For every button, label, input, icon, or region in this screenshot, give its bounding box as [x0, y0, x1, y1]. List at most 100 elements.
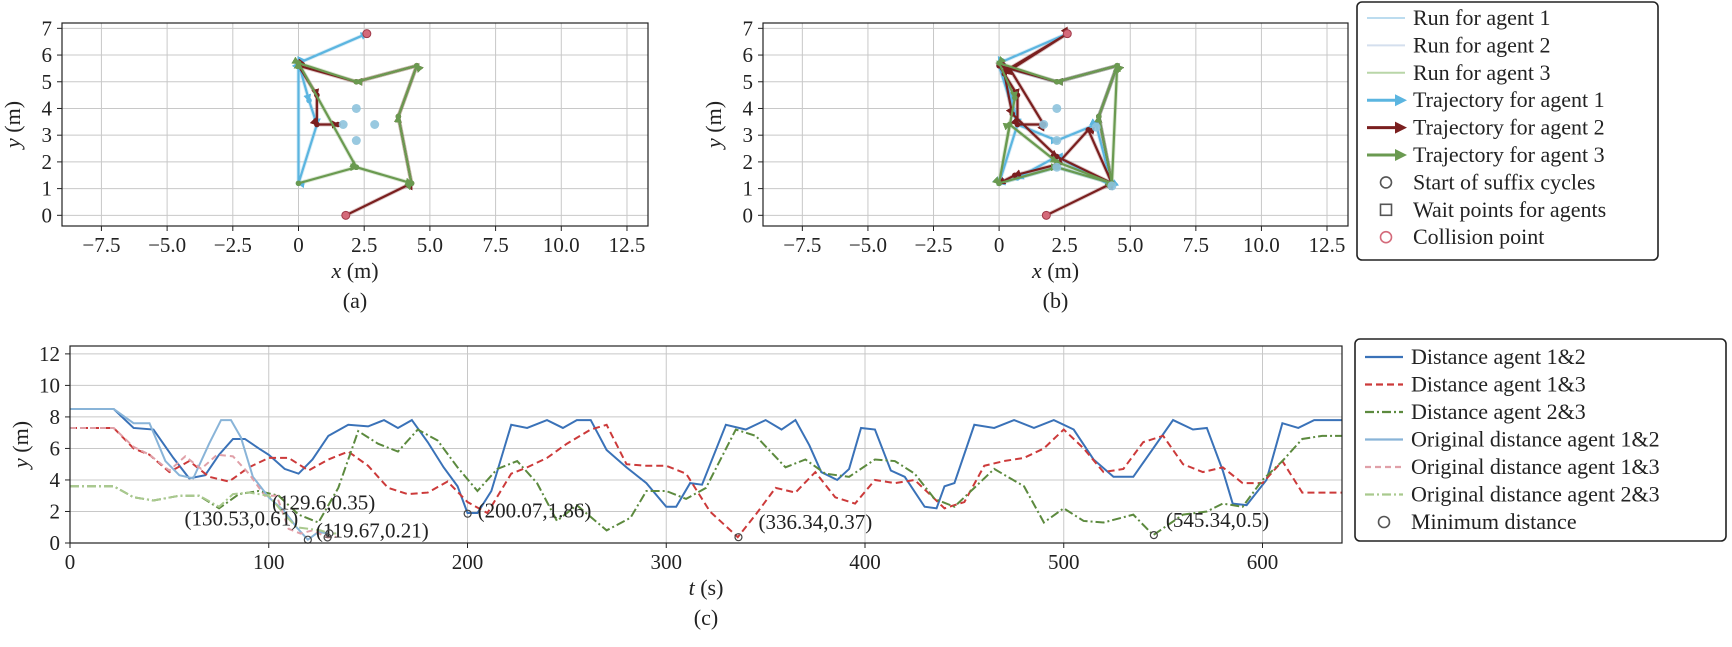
trajectory-point	[396, 114, 402, 120]
legend-label: Run for agent 1	[1413, 5, 1550, 30]
legend-label: Run for agent 2	[1413, 32, 1550, 57]
y-axis-unit: (m)	[8, 421, 33, 458]
x-axis-unit: (s)	[695, 575, 724, 600]
panel-label: (c)	[694, 605, 718, 630]
y-tick-label: 3	[42, 123, 53, 147]
y-axis-title: y (m)	[8, 421, 33, 470]
legend-label: Original distance agent 1&2	[1411, 427, 1660, 452]
y-tick-label: 2	[42, 150, 53, 174]
wait-point	[1107, 181, 1116, 190]
x-tick-label: −2.5	[914, 233, 952, 257]
plot-frame	[62, 23, 648, 226]
legend-label: Distance agent 1&3	[1411, 372, 1586, 397]
trajectory-point	[996, 180, 1002, 186]
collision-point	[363, 30, 371, 38]
x-axis-unit: (m)	[341, 258, 378, 283]
trajectory-point	[354, 164, 360, 170]
y-tick-label: 7	[42, 16, 53, 40]
x-tick-label: 600	[1247, 550, 1279, 574]
x-axis-title: x (m)	[330, 258, 378, 283]
y-tick-label: 2	[743, 150, 754, 174]
x-tick-label: 100	[253, 550, 285, 574]
trajectory-point	[1054, 79, 1060, 85]
y-axis-title: y (m)	[0, 101, 25, 150]
x-axis-variable: x	[330, 258, 341, 283]
x-tick-label: 2.5	[1052, 233, 1078, 257]
y-tick-label: 6	[743, 43, 754, 67]
x-tick-label: 500	[1048, 550, 1080, 574]
legend-label: Original distance agent 2&3	[1411, 482, 1660, 507]
panel-label: (b)	[1043, 288, 1069, 313]
legend-bottom: Distance agent 1&2 Distance agent 1&3Dist…	[1355, 339, 1726, 541]
y-tick-label: 3	[743, 123, 754, 147]
x-tick-label: 0	[994, 233, 1005, 257]
wait-point	[370, 120, 379, 129]
panel-c-plot: 0 100 200 300 400 500 600024681012(119.67,0.21…	[8, 342, 1342, 630]
x-tick-label: 5.0	[1117, 233, 1143, 257]
collision-point	[1042, 211, 1050, 219]
x-tick-label: 200	[452, 550, 484, 574]
collision-point	[1063, 30, 1071, 38]
y-tick-label: 1	[743, 177, 754, 201]
y-tick-label: 7	[743, 16, 754, 40]
figure: −7.5 −5.0 −2.5 0 2.5 5.0 7.5 10.0 12.501234567x …	[0, 0, 1732, 647]
y-tick-label: 0	[743, 203, 754, 227]
wait-point	[339, 120, 348, 129]
x-tick-label: 12.5	[609, 233, 646, 257]
trajectory-point	[996, 60, 1002, 66]
x-tick-label: −7.5	[82, 233, 120, 257]
trajectory-point	[1007, 122, 1013, 128]
legend-label: Collision point	[1413, 224, 1544, 249]
y-tick-label: 4	[743, 96, 754, 120]
panel-label: (a)	[343, 288, 367, 313]
x-axis-title: t (s)	[689, 575, 724, 600]
trajectory-point	[1012, 95, 1018, 101]
x-tick-label: 12.5	[1309, 233, 1346, 257]
x-tick-label: 7.5	[1183, 233, 1209, 257]
trajectory-point	[296, 180, 302, 186]
trajectory-point	[1096, 114, 1102, 120]
trajectory-point	[314, 122, 320, 128]
y-tick-label: 4	[50, 468, 61, 492]
x-tick-label: 7.5	[482, 233, 508, 257]
x-tick-label: 2.5	[351, 233, 377, 257]
wait-point	[352, 104, 361, 113]
minimum-distance-label: (119.67,0.21)	[316, 519, 429, 543]
wait-point	[1052, 136, 1061, 145]
collision-point	[342, 211, 350, 219]
x-axis-title: x (m)	[1031, 258, 1079, 283]
trajectory-point	[1054, 154, 1060, 160]
trajectory-point	[306, 98, 312, 104]
x-tick-label: 0	[293, 233, 304, 257]
legend-label: Wait points for agents	[1413, 197, 1606, 222]
y-axis-unit: (m)	[701, 101, 726, 138]
minimum-distance-label: (545.34,0.5)	[1166, 508, 1269, 532]
trajectory-point	[409, 180, 415, 186]
y-tick-label: 0	[42, 203, 53, 227]
y-tick-label: 5	[42, 70, 53, 94]
y-tick-label: 12	[39, 342, 60, 366]
trajectory-point	[1015, 122, 1021, 128]
panel-a-plot: −7.5 −5.0 −2.5 0 2.5 5.0 7.5 10.0 12.501234567x …	[0, 16, 648, 313]
trajectory-point	[1114, 63, 1120, 69]
wait-point	[352, 136, 361, 145]
x-tick-label: 10.0	[1243, 233, 1280, 257]
wait-point	[1052, 163, 1061, 172]
y-axis-variable: y	[8, 458, 33, 470]
legend-top: Run for agent 1Run for agent 2Run for ag…	[1357, 2, 1658, 260]
y-axis-variable: y	[701, 138, 726, 150]
minimum-distance-label: (336.34,0.37)	[758, 510, 872, 534]
legend-label: Minimum distance	[1411, 509, 1577, 534]
x-tick-label: 300	[651, 550, 683, 574]
x-tick-label: 10.0	[543, 233, 580, 257]
x-tick-label: −5.0	[849, 233, 887, 257]
y-tick-label: 8	[50, 405, 61, 429]
trajectory-point	[414, 63, 420, 69]
legend-label: Trajectory for agent 2	[1413, 115, 1605, 140]
x-axis-unit: (m)	[1042, 258, 1079, 283]
y-tick-label: 5	[743, 70, 754, 94]
y-tick-label: 10	[39, 373, 60, 397]
minimum-distance-marker	[1150, 532, 1157, 539]
wait-point	[1092, 123, 1101, 132]
legend-label: Distance agent 1&2	[1411, 344, 1586, 369]
